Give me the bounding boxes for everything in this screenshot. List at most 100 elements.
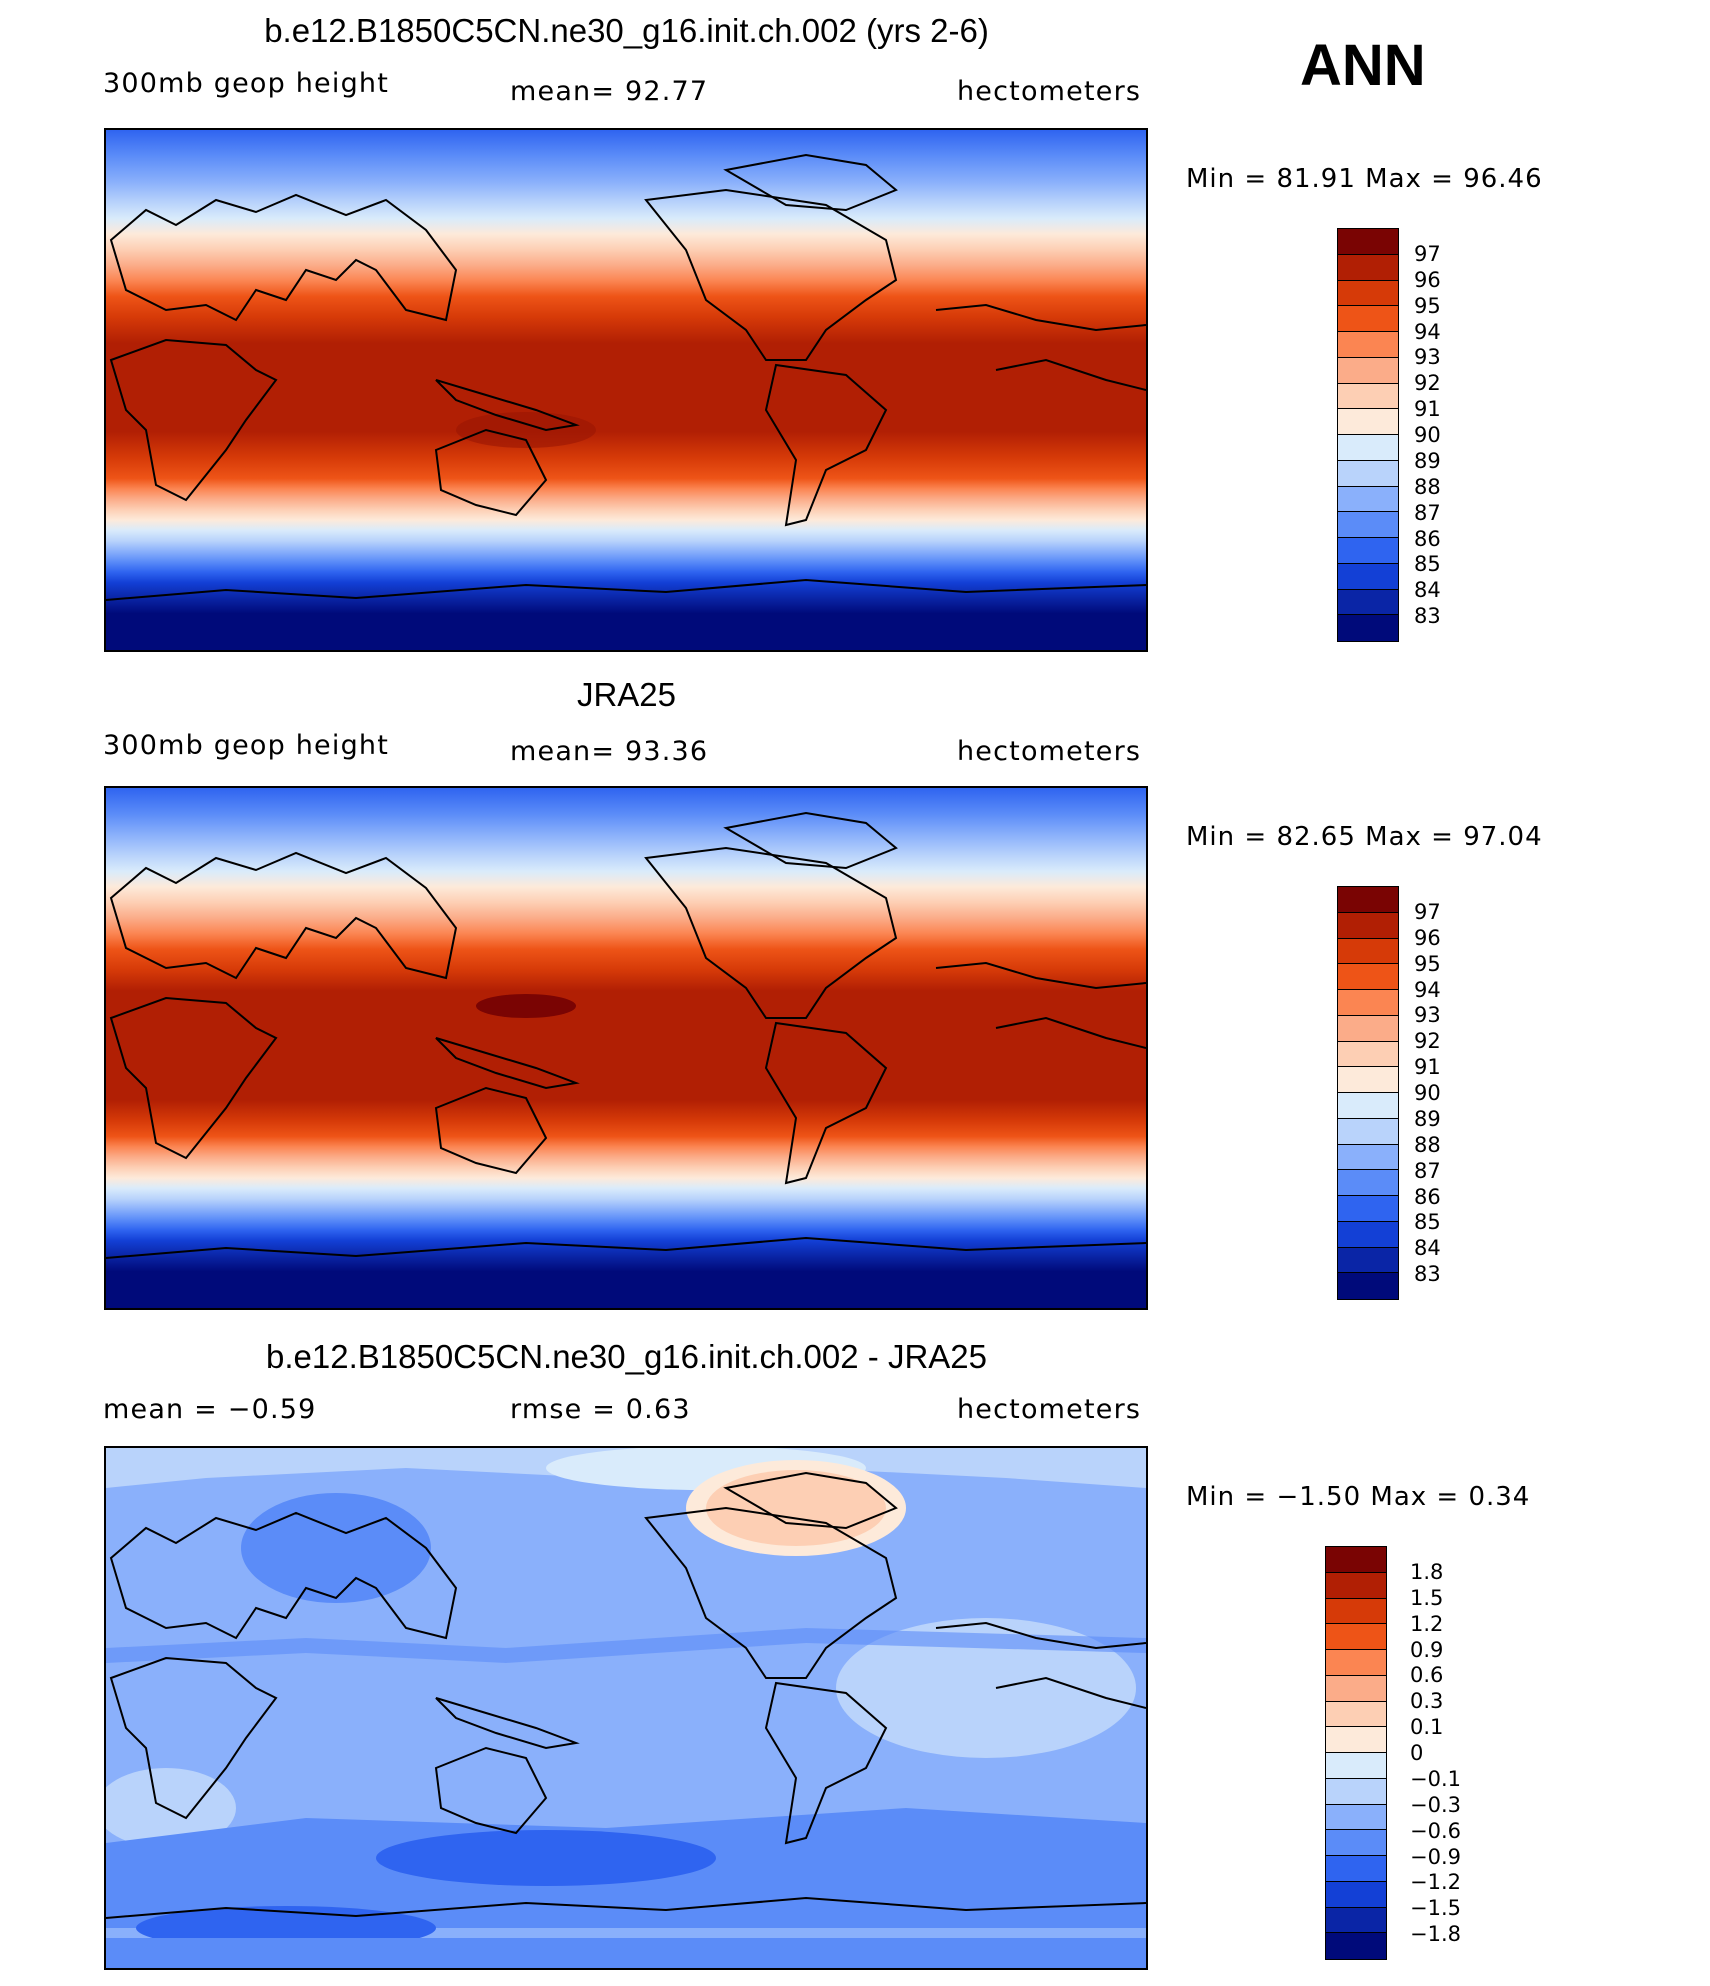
- panel-model-units: hectometers: [957, 76, 1142, 107]
- colorbar-label: 83: [1414, 604, 1441, 629]
- season-label: ANN: [1300, 33, 1426, 98]
- colorbar-swatch: [1338, 1067, 1398, 1093]
- colorbar-label: 90: [1414, 423, 1441, 447]
- colorbar-swatch: [1326, 1856, 1386, 1882]
- colorbar-swatch: [1338, 460, 1398, 487]
- colorbar-swatch: [1338, 938, 1398, 965]
- colorbar-label: 84: [1414, 578, 1441, 603]
- colorbar-label: 0.6: [1410, 1663, 1444, 1688]
- colorbar-swatch: [1338, 538, 1398, 564]
- colorbar-label: 97: [1414, 899, 1441, 924]
- colorbar-swatch: [1338, 383, 1398, 410]
- panel-diff-title: b.e12.B1850C5CN.ne30_g16.init.ch.002 - J…: [266, 1338, 987, 1375]
- colorbar-label: −0.9: [1410, 1844, 1461, 1869]
- colorbar-label: 95: [1414, 951, 1441, 976]
- colorbar-label: 89: [1414, 448, 1441, 473]
- colorbar-label: −1.8: [1410, 1922, 1461, 1947]
- colorbar-swatch: [1326, 1547, 1386, 1573]
- colorbar-swatch: [1338, 486, 1398, 513]
- colorbar-swatch: [1338, 912, 1398, 939]
- colorbar-swatch: [1326, 1701, 1386, 1728]
- colorbar-label: 85: [1414, 1210, 1441, 1235]
- colorbar-label: 86: [1414, 526, 1441, 551]
- colorbar-swatch: [1338, 1118, 1398, 1145]
- colorbar-label: 83: [1414, 1262, 1441, 1287]
- colorbar-swatch: [1326, 1598, 1386, 1625]
- colorbar-label: −0.1: [1410, 1766, 1461, 1791]
- panel-diff-units: hectometers: [957, 1394, 1142, 1425]
- colorbar-swatch: [1326, 1675, 1386, 1702]
- colorbar-swatch: [1326, 1907, 1386, 1934]
- colorbar-label: 92: [1414, 371, 1441, 396]
- colorbar-swatch: [1338, 332, 1398, 358]
- panel-model-colorbar: [1337, 228, 1399, 642]
- colorbar-swatch: [1338, 1015, 1398, 1042]
- colorbar-swatch: [1326, 1753, 1386, 1779]
- colorbar-swatch: [1338, 1247, 1398, 1274]
- colorbar-label: 97: [1414, 241, 1441, 266]
- panel-diff-map: [104, 1446, 1148, 1970]
- panel-obs-title: JRA25: [576, 676, 677, 713]
- colorbar-label: 88: [1414, 474, 1441, 499]
- colorbar-swatch: [1338, 589, 1398, 616]
- colorbar-label: −1.2: [1410, 1870, 1461, 1895]
- panel-diff-colorbar-labels: 1.8 1.5 1.2 0.9 0.6 0.3 0.1 0 −0.1 −0.3 −0.6 −0.9 −1…: [1410, 1546, 1490, 1960]
- colorbar-swatch: [1338, 357, 1398, 384]
- colorbar-label: 0: [1410, 1741, 1424, 1765]
- colorbar-label: 1.2: [1410, 1611, 1444, 1636]
- colorbar-swatch: [1338, 254, 1398, 281]
- colorbar-swatch: [1326, 1727, 1386, 1753]
- colorbar-label: 1.8: [1410, 1559, 1444, 1584]
- colorbar-swatch: [1338, 1196, 1398, 1222]
- colorbar-label: 0.1: [1410, 1715, 1444, 1740]
- colorbar-swatch: [1338, 1221, 1398, 1248]
- colorbar-swatch: [1338, 229, 1398, 255]
- colorbar-swatch: [1326, 1933, 1386, 1959]
- panel-obs-variable: 300mb geop height: [103, 730, 390, 761]
- colorbar-label: 94: [1414, 319, 1441, 344]
- colorbar-swatch: [1338, 990, 1398, 1016]
- colorbar-label: 86: [1414, 1184, 1441, 1209]
- colorbar-label: 92: [1414, 1029, 1441, 1054]
- panel-model-map: [104, 128, 1148, 652]
- colorbar-label: 93: [1414, 1003, 1441, 1028]
- colorbar-swatch: [1338, 887, 1398, 913]
- colorbar-label: 91: [1414, 1055, 1441, 1080]
- colorbar-label: 1.5: [1410, 1585, 1444, 1610]
- colorbar-swatch: [1326, 1572, 1386, 1599]
- colorbar-label: 87: [1414, 500, 1441, 525]
- panel-diff-mean: mean = −0.59: [103, 1394, 317, 1425]
- colorbar-label: −1.5: [1410, 1896, 1461, 1921]
- colorbar-label: 95: [1414, 293, 1441, 318]
- panel-obs-map: [104, 786, 1148, 1310]
- colorbar-swatch: [1326, 1624, 1386, 1650]
- panel-obs-minmax: Min = 82.65 Max = 97.04: [1186, 822, 1543, 852]
- colorbar-label: 85: [1414, 552, 1441, 577]
- colorbar-label: 94: [1414, 977, 1441, 1002]
- colorbar-label: 87: [1414, 1158, 1441, 1183]
- colorbar-swatch: [1326, 1881, 1386, 1908]
- panel-obs-colorbar: [1337, 886, 1399, 1300]
- colorbar-label: 88: [1414, 1132, 1441, 1157]
- panel-model-variable: 300mb geop height: [103, 68, 390, 99]
- colorbar-swatch: [1338, 563, 1398, 590]
- panel-model-colorbar-labels: 97 96 95 94 93 92 91 90 89 88 87 86 85 84 83: [1414, 228, 1494, 642]
- colorbar-label: 0.3: [1410, 1689, 1444, 1714]
- colorbar-swatch: [1338, 1041, 1398, 1068]
- colorbar-swatch: [1326, 1650, 1386, 1676]
- colorbar-swatch: [1326, 1778, 1386, 1805]
- panel-model-mean: mean= 92.77: [510, 76, 709, 107]
- colorbar-label: 96: [1414, 925, 1441, 950]
- colorbar-swatch: [1338, 1093, 1398, 1119]
- colorbar-swatch: [1338, 409, 1398, 435]
- colorbar-swatch: [1338, 306, 1398, 332]
- colorbar-swatch: [1338, 280, 1398, 307]
- panel-obs-units: hectometers: [957, 736, 1142, 767]
- colorbar-swatch: [1338, 964, 1398, 990]
- colorbar-swatch: [1326, 1804, 1386, 1831]
- colorbar-swatch: [1326, 1830, 1386, 1856]
- colorbar-label: 89: [1414, 1106, 1441, 1131]
- colorbar-label: 96: [1414, 267, 1441, 292]
- colorbar-label: 0.9: [1410, 1637, 1444, 1662]
- panel-obs-mean: mean= 93.36: [510, 736, 709, 767]
